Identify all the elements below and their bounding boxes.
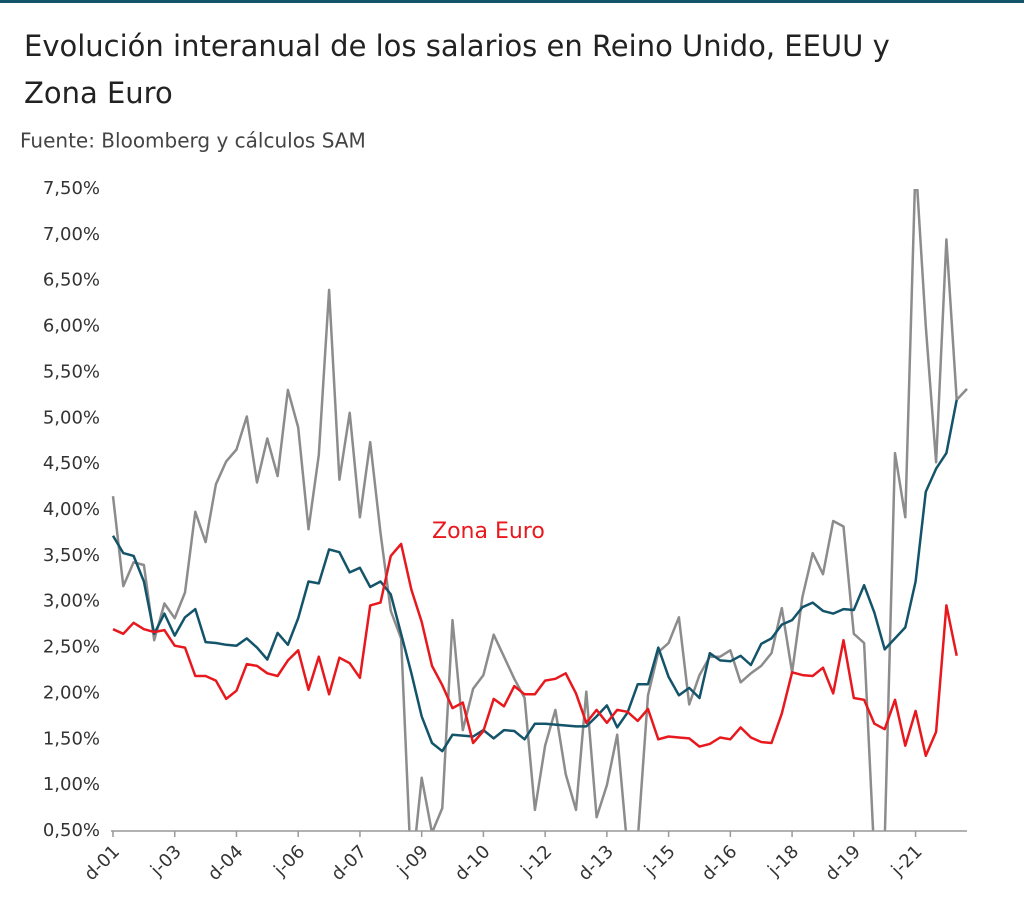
x-tick-label: j-18 bbox=[763, 841, 803, 881]
y-tick-label: 1,00% bbox=[43, 774, 100, 795]
y-tick-label: 6,00% bbox=[43, 316, 100, 337]
y-tick-label: 5,50% bbox=[43, 361, 100, 382]
y-tick-label: 1,50% bbox=[43, 728, 100, 749]
series-annotation: Zona Euro bbox=[432, 519, 545, 544]
x-tick-label: j-03 bbox=[146, 841, 186, 881]
x-tick-label: j-06 bbox=[269, 841, 309, 881]
x-tick-label: d-07 bbox=[327, 841, 371, 885]
series-line bbox=[112, 542, 958, 758]
chart-title: Zona Euro bbox=[24, 76, 173, 110]
top-rule bbox=[0, 0, 1024, 3]
y-tick-label: 6,50% bbox=[43, 270, 100, 291]
chart-subtitle: Fuente: Bloomberg y cálculos SAM bbox=[20, 129, 366, 153]
series-line bbox=[111, 189, 968, 831]
y-tick-label: 2,50% bbox=[43, 637, 100, 658]
y-tick-label: 3,00% bbox=[43, 591, 100, 612]
x-tick-label: d-01 bbox=[80, 841, 124, 885]
plot-area bbox=[111, 189, 968, 831]
x-tick-label: j-21 bbox=[887, 841, 927, 881]
x-tick-label: j-12 bbox=[516, 841, 556, 881]
y-tick-label: 3,50% bbox=[43, 545, 100, 566]
y-tick-label: 2,00% bbox=[43, 682, 100, 703]
y-tick-label: 4,00% bbox=[43, 499, 100, 520]
x-tick-label: j-09 bbox=[393, 841, 433, 881]
x-tick-label: d-04 bbox=[204, 841, 248, 885]
x-tick-label: d-16 bbox=[698, 841, 742, 885]
y-tick-label: 5,00% bbox=[43, 407, 100, 428]
y-tick-label: 0,50% bbox=[43, 820, 100, 841]
y-tick-label: 7,00% bbox=[43, 224, 100, 245]
chart-title: Evolución interanual de los salarios en … bbox=[24, 29, 890, 63]
y-tick-label: 7,50% bbox=[43, 178, 100, 199]
x-tick-label: d-10 bbox=[451, 841, 495, 885]
series-line bbox=[111, 399, 958, 753]
x-tick-label: d-19 bbox=[821, 841, 865, 885]
y-tick-label: 4,50% bbox=[43, 453, 100, 474]
title-text: Evolución interanual de los salarios en … bbox=[24, 29, 890, 63]
x-tick-label: d-13 bbox=[574, 841, 618, 885]
x-tick-label: j-15 bbox=[640, 841, 680, 881]
